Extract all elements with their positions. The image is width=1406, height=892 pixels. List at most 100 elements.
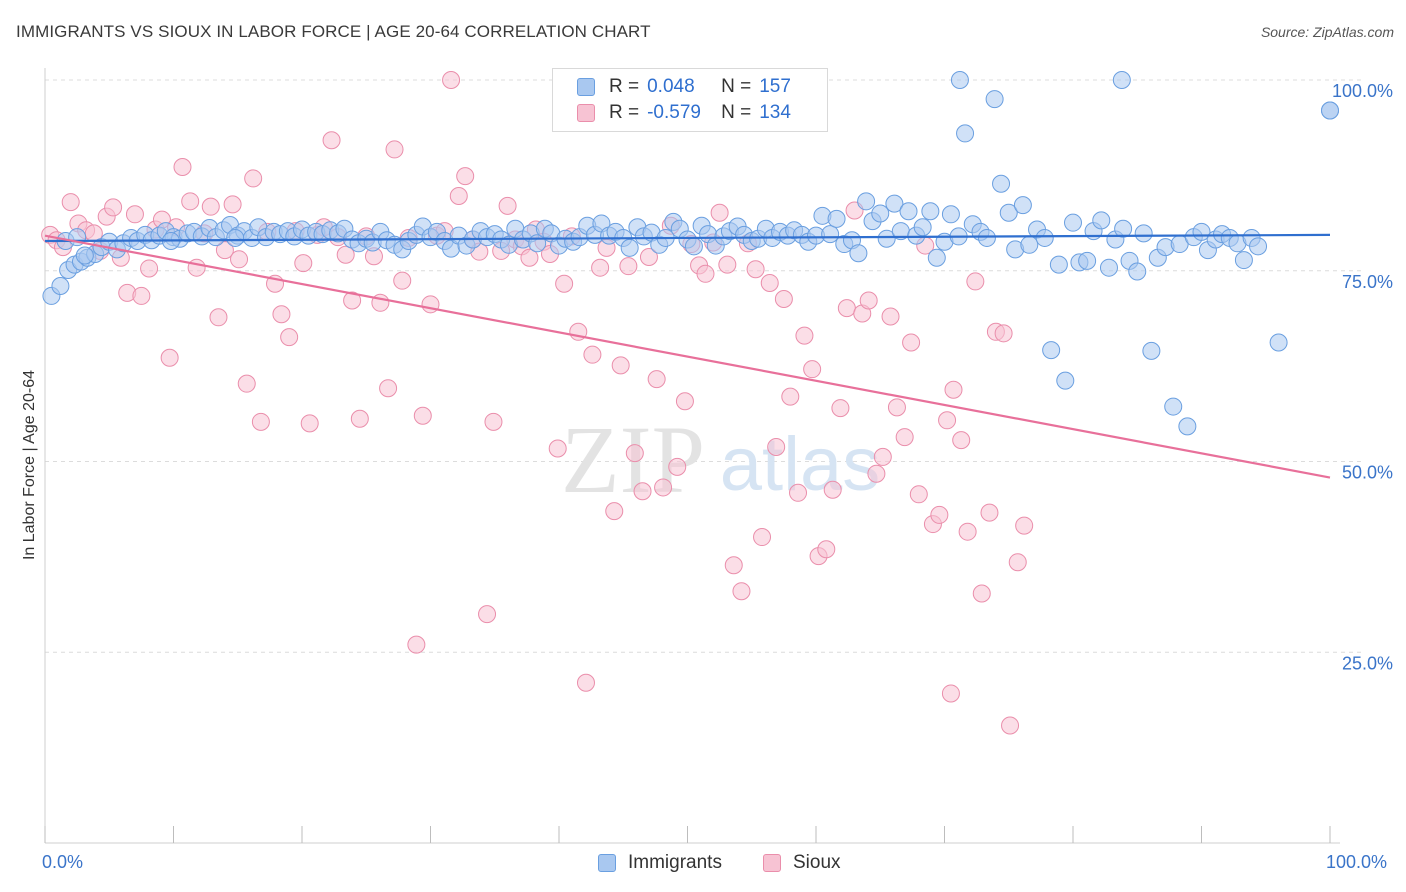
data-point	[1092, 211, 1111, 230]
data-point	[520, 248, 539, 267]
data-point	[173, 157, 192, 176]
data-point	[952, 431, 971, 450]
data-point	[774, 289, 793, 308]
legend-label-sioux: Sioux	[793, 852, 841, 873]
data-point	[591, 258, 610, 277]
data-point	[1001, 716, 1020, 735]
data-point	[620, 238, 639, 257]
data-point	[950, 71, 969, 89]
data-point	[821, 225, 840, 244]
data-point	[760, 273, 779, 292]
data-point	[999, 203, 1018, 222]
data-point	[944, 380, 963, 399]
data-point	[300, 414, 319, 433]
data-point	[160, 348, 179, 367]
data-point	[237, 374, 256, 393]
y-tick-label: 50.0%	[1342, 463, 1393, 483]
data-point	[718, 255, 737, 274]
data-point	[899, 202, 918, 221]
data-point	[181, 192, 200, 211]
data-point	[668, 457, 687, 476]
data-point	[244, 169, 263, 188]
y-tick-labels: 100.0% 75.0% 50.0% 25.0%	[1332, 81, 1393, 673]
data-point	[817, 540, 836, 559]
data-point	[484, 412, 503, 431]
data-point	[966, 272, 985, 291]
data-point	[1234, 251, 1253, 270]
data-point	[1249, 237, 1268, 256]
data-point	[941, 205, 960, 224]
legend-item-immigrants[interactable]: Immigrants	[598, 852, 722, 874]
data-point	[1078, 251, 1097, 270]
data-point	[449, 186, 468, 205]
data-point	[413, 406, 432, 425]
data-point	[789, 483, 808, 502]
data-point	[1008, 553, 1027, 572]
data-point	[994, 324, 1013, 343]
n-label: N =	[721, 102, 752, 123]
data-point	[985, 90, 1004, 109]
data-point	[51, 277, 70, 296]
r-value: -0.579	[647, 102, 701, 123]
data-point	[633, 482, 652, 501]
y-tick-label: 100.0%	[1332, 81, 1393, 101]
data-point	[823, 480, 842, 499]
data-point	[583, 345, 602, 364]
data-point	[1099, 258, 1118, 277]
data-point	[84, 224, 103, 243]
data-point	[753, 528, 772, 547]
blue-swatch	[577, 78, 595, 96]
data-point	[140, 259, 159, 278]
data-point	[322, 131, 341, 150]
data-point	[684, 237, 703, 256]
y-tick-label: 75.0%	[1342, 272, 1393, 292]
data-point	[1321, 101, 1339, 120]
source-credit: Source: ZipAtlas.com	[1260, 24, 1394, 40]
data-point	[1178, 417, 1197, 436]
y-axis-label: In Labor Force | Age 20-64	[21, 369, 38, 561]
data-point	[867, 464, 886, 483]
sioux-trend-line	[44, 234, 1331, 479]
data-point	[132, 286, 151, 305]
data-point	[251, 412, 270, 431]
data-point	[605, 502, 624, 521]
data-point	[336, 245, 355, 264]
data-point	[958, 522, 977, 541]
data-point	[350, 409, 369, 428]
data-point	[881, 307, 900, 326]
data-point	[1013, 196, 1032, 215]
n-value: 157	[759, 76, 791, 97]
data-point	[831, 399, 850, 418]
data-point	[201, 197, 220, 216]
immigrants-trend-line	[44, 233, 1331, 243]
data-point	[187, 258, 206, 277]
stats-legend: R = 0.048 N = 157 R = -0.579 N = 134	[552, 68, 828, 132]
r-label: R =	[609, 76, 640, 97]
data-point	[498, 196, 517, 215]
data-point	[442, 71, 461, 89]
data-point	[980, 503, 999, 522]
data-point	[781, 387, 800, 406]
data-point	[226, 228, 245, 247]
data-point	[895, 428, 914, 447]
data-point	[280, 328, 299, 347]
data-point	[393, 271, 412, 290]
data-point	[1128, 262, 1147, 281]
pink-swatch	[763, 854, 781, 872]
data-point	[1142, 341, 1161, 360]
data-point	[639, 248, 658, 267]
data-point	[1035, 228, 1054, 247]
data-point	[456, 167, 475, 186]
data-point	[977, 228, 996, 247]
axes	[44, 68, 1340, 844]
data-point	[555, 274, 574, 293]
data-point	[385, 140, 404, 159]
data-point	[230, 250, 249, 269]
data-point	[1015, 516, 1034, 535]
legend-item-sioux[interactable]: Sioux	[763, 852, 841, 874]
data-point	[732, 582, 751, 601]
data-point	[104, 198, 123, 217]
chart-title: IMMIGRANTS VS SIOUX IN LABOR FORCE | AGE…	[16, 22, 651, 41]
data-point	[956, 124, 975, 143]
